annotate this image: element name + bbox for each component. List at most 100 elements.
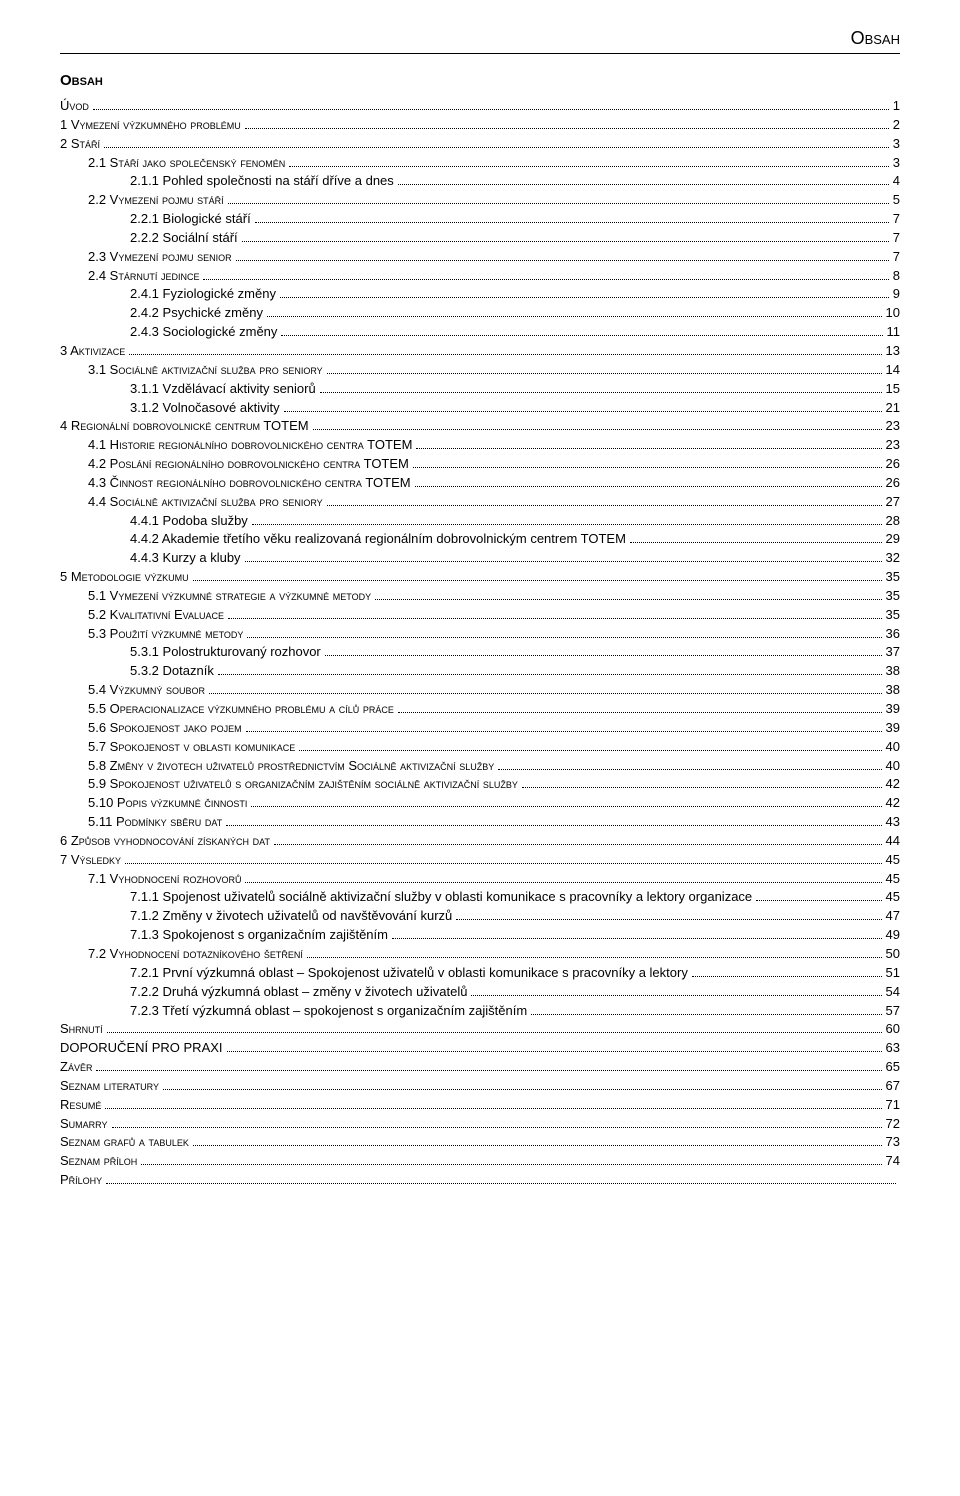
toc-entry-page: 26 bbox=[886, 455, 900, 474]
toc-entry-page: 27 bbox=[886, 493, 900, 512]
toc-entry-label: 4 Regionální dobrovolnické centrum TOTEM bbox=[60, 417, 309, 436]
toc-leader bbox=[498, 757, 881, 770]
toc-leader bbox=[251, 795, 881, 808]
toc-entry-page: 23 bbox=[886, 436, 900, 455]
toc-entry-page: 50 bbox=[886, 945, 900, 964]
toc-entry-page: 8 bbox=[893, 267, 900, 286]
toc-entry: 7.2.3 Třetí výzkumná oblast – spokojenos… bbox=[60, 1002, 900, 1021]
toc-entry-label: 4.4.2 Akademie třetího věku realizovaná … bbox=[130, 530, 626, 549]
header-rule bbox=[60, 53, 900, 54]
toc-entry-page: 38 bbox=[886, 662, 900, 681]
toc-entry-label: 4.3 Činnost regionálního dobrovolnického… bbox=[88, 474, 411, 493]
toc-leader bbox=[226, 813, 881, 826]
toc-entry-label: 5.8 Změny v životech uživatelů prostředn… bbox=[88, 757, 494, 776]
toc-entry-label: 5.2 Kvalitativní Evaluace bbox=[88, 606, 224, 625]
toc-leader bbox=[141, 1153, 881, 1166]
toc-entry-label: 3 Aktivizace bbox=[60, 342, 125, 361]
toc-entry-label: 5.11 Podmínky sběru dat bbox=[88, 813, 222, 832]
toc-entry-page: 26 bbox=[886, 474, 900, 493]
toc-entry-page: 39 bbox=[886, 700, 900, 719]
toc-entry: 4.1 Historie regionálního dobrovolnickéh… bbox=[60, 436, 900, 455]
toc-entry-page: 54 bbox=[886, 983, 900, 1002]
toc-leader bbox=[392, 926, 882, 939]
toc-entry: 5.3 Použití výzkumné metody36 bbox=[60, 625, 900, 644]
toc-entry-label: 2.4.3 Sociologické změny bbox=[130, 323, 277, 342]
toc-leader bbox=[236, 248, 889, 261]
toc-entry-page: 67 bbox=[886, 1077, 900, 1096]
toc-entry: 2.1.1 Pohled společnosti na stáří dříve … bbox=[60, 172, 900, 191]
toc-entry-label: 4.1 Historie regionálního dobrovolnickéh… bbox=[88, 436, 412, 455]
toc-leader bbox=[307, 945, 882, 958]
toc-entry: 5.1 Vymezení výzkumné strategie a výzkum… bbox=[60, 587, 900, 606]
toc-entry-label: 3.1.2 Volnočasové aktivity bbox=[130, 399, 280, 418]
toc-entry: 4.4 Sociálně aktivizační služba pro seni… bbox=[60, 493, 900, 512]
toc-leader bbox=[228, 192, 889, 205]
toc-entry: 2.1 Stáří jako společenský fenomén3 bbox=[60, 154, 900, 173]
toc-entry-page: 45 bbox=[886, 870, 900, 889]
toc-entry-page: 14 bbox=[886, 361, 900, 380]
toc-leader bbox=[281, 323, 882, 336]
toc-entry: 5.11 Podmínky sběru dat43 bbox=[60, 813, 900, 832]
toc-leader bbox=[398, 700, 882, 713]
toc-leader bbox=[252, 512, 882, 525]
toc-leader bbox=[413, 455, 882, 468]
toc-entry-label: Sumarry bbox=[60, 1115, 108, 1134]
toc-entry-label: 5.5 Operacionalizace výzkumného problému… bbox=[88, 700, 394, 719]
toc-entry-page: 11 bbox=[887, 323, 901, 342]
toc-leader bbox=[299, 738, 881, 751]
toc-entry: 1 Vymezení výzkumného problému2 bbox=[60, 116, 900, 135]
toc-entry-page: 15 bbox=[886, 380, 900, 399]
toc-leader bbox=[242, 229, 889, 242]
toc-leader bbox=[104, 135, 889, 148]
toc-entry-label: 4.2 Poslání regionálního dobrovolnického… bbox=[88, 455, 409, 474]
toc-entry-page: 45 bbox=[886, 888, 900, 907]
toc-entry-page: 7 bbox=[893, 210, 900, 229]
toc-leader bbox=[325, 644, 882, 657]
toc-entry-page: 45 bbox=[886, 851, 900, 870]
toc-entry-page: 35 bbox=[886, 587, 900, 606]
toc-entry-label: Úvod bbox=[60, 97, 89, 116]
toc-entry: 4.4.1 Podoba služby28 bbox=[60, 512, 900, 531]
toc-leader bbox=[203, 267, 888, 280]
toc-entry-page: 3 bbox=[893, 154, 900, 173]
toc-entry-label: Seznam příloh bbox=[60, 1152, 137, 1171]
toc-entry: 5.10 Popis výzkumné činnosti42 bbox=[60, 794, 900, 813]
toc-entry: Přílohy bbox=[60, 1171, 900, 1190]
toc-entry: 5.3.2 Dotazník38 bbox=[60, 662, 900, 681]
toc-entry: 3.1 Sociálně aktivizační služba pro seni… bbox=[60, 361, 900, 380]
toc-entry: 5.6 Spokojenost jako pojem39 bbox=[60, 719, 900, 738]
document-page: Obsah Obsah Úvod11 Vymezení výzkumného p… bbox=[0, 0, 960, 1230]
toc-entry-label: Závěr bbox=[60, 1058, 92, 1077]
toc-entry-label: 2.2 Vymezení pojmu stáří bbox=[88, 191, 224, 210]
toc-entry: 7 Výsledky 45 bbox=[60, 851, 900, 870]
toc-entry-label: 7.1 Vyhodnocení rozhovorů bbox=[88, 870, 241, 889]
toc-entry-label: 7.2 Vyhodnocení dotazníkového šetření bbox=[88, 945, 303, 964]
toc-entry-page: 36 bbox=[886, 625, 900, 644]
toc-entry-page: 51 bbox=[886, 964, 900, 983]
toc-entry-page: 21 bbox=[886, 399, 900, 418]
toc-entry-label: 5.7 Spokojenost v oblasti komunikace bbox=[88, 738, 295, 757]
toc-entry-page: 13 bbox=[886, 342, 900, 361]
toc-entry-label: 5.6 Spokojenost jako pojem bbox=[88, 719, 242, 738]
toc-entry-label: 7 Výsledky bbox=[60, 851, 121, 870]
toc-entry: 4.4.2 Akademie třetího věku realizovaná … bbox=[60, 530, 900, 549]
toc-entry-label: 2.3 Vymezení pojmu senior bbox=[88, 248, 232, 267]
toc-entry-page: 63 bbox=[886, 1039, 900, 1058]
toc-entry: 7.2.2 Druhá výzkumná oblast – změny v ži… bbox=[60, 983, 900, 1002]
toc-leader bbox=[107, 1021, 882, 1034]
toc-leader bbox=[93, 97, 889, 110]
toc-entry-page: 60 bbox=[886, 1020, 900, 1039]
toc-leader bbox=[106, 1171, 896, 1184]
toc-entry: 3 Aktivizace 13 bbox=[60, 342, 900, 361]
toc-entry: 5.4 Výzkumný soubor38 bbox=[60, 681, 900, 700]
toc-leader bbox=[313, 418, 882, 431]
toc-leader bbox=[375, 587, 881, 600]
toc-entry-page: 10 bbox=[886, 304, 900, 323]
toc-entry-label: 5.1 Vymezení výzkumné strategie a výzkum… bbox=[88, 587, 371, 606]
toc-entry: Seznam příloh74 bbox=[60, 1152, 900, 1171]
toc-leader bbox=[193, 568, 882, 581]
toc-entry-page: 37 bbox=[886, 643, 900, 662]
toc-leader bbox=[129, 342, 881, 355]
toc-leader bbox=[227, 1040, 882, 1053]
toc-leader bbox=[471, 983, 881, 996]
